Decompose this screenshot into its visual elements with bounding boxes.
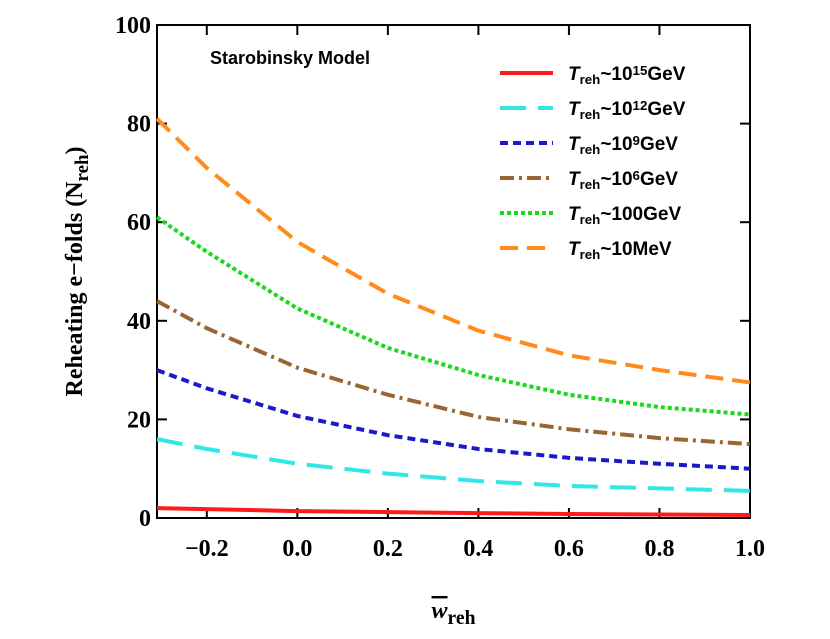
text-part: 12: [633, 98, 648, 113]
series-line: [156, 299, 751, 447]
text-part: GeV: [647, 64, 685, 85]
text-part: ~10MeV: [600, 239, 672, 260]
text-part: T: [568, 99, 581, 120]
y-axis-label: Reheating e−folds (Nreh): [62, 147, 93, 397]
legend-label: Treh~106GeV: [568, 168, 678, 192]
text-part: reh: [72, 154, 93, 181]
text-part: reh: [580, 212, 601, 227]
plot-frame: [156, 24, 751, 519]
text-part: ~100GeV: [600, 204, 681, 225]
text-part: Reheating e−folds (N: [62, 181, 88, 397]
text-part: 15: [633, 63, 648, 78]
series-line: [156, 368, 751, 471]
y-tick-label: 60: [127, 210, 151, 236]
legend-label: Treh~100GeV: [568, 204, 681, 227]
y-tick-label: 100: [115, 13, 151, 39]
series-line: [156, 506, 751, 518]
x-tick-label: 1.0: [735, 536, 765, 562]
x-tick-label: 0.8: [644, 536, 674, 562]
series-line: [155, 117, 751, 385]
legend-label: Treh~10MeV: [568, 239, 672, 262]
annotation: Starobinsky Model: [210, 48, 370, 68]
text-part: ~10: [600, 64, 632, 85]
x-tick-label: 0.2: [373, 536, 403, 562]
series-line: [155, 215, 751, 417]
series-line: [156, 437, 751, 493]
text-part: GeV: [640, 134, 678, 155]
text-part: reh: [448, 608, 476, 629]
text-part: reh: [580, 247, 601, 262]
legend-label: Treh~109GeV: [568, 133, 678, 157]
legend-label: Treh~1012GeV: [568, 98, 686, 122]
text-part: ): [62, 147, 88, 155]
x-tick-label: 0.0: [282, 536, 312, 562]
text-part: reh: [580, 72, 601, 87]
text-part: reh: [580, 142, 601, 157]
x-tick-label: −0.2: [185, 536, 229, 562]
text-part: GeV: [647, 99, 685, 120]
text-part: ~10: [600, 169, 632, 190]
text-part: ~10: [600, 99, 632, 120]
y-tick-label: 80: [127, 112, 151, 138]
text-part: T: [568, 134, 581, 155]
text-part: 6: [633, 168, 640, 183]
text-part: w: [432, 598, 449, 624]
x-tick-label: 0.4: [463, 536, 493, 562]
text-part: 9: [633, 133, 640, 148]
y-tick-label: 20: [127, 407, 151, 433]
text-part: reh: [580, 177, 601, 192]
text-part: T: [568, 204, 581, 225]
legend-label: Treh~1015GeV: [568, 63, 686, 87]
text-part: T: [568, 64, 581, 85]
x-axis-label: wreh: [432, 598, 476, 629]
text-part: ~10: [600, 134, 632, 155]
text-part: T: [568, 239, 581, 260]
y-tick-label: 0: [139, 506, 151, 532]
x-tick-label: 0.6: [554, 536, 584, 562]
text-part: GeV: [640, 169, 678, 190]
text-part: T: [568, 169, 581, 190]
text-part: reh: [580, 107, 601, 122]
y-tick-label: 40: [127, 309, 151, 335]
